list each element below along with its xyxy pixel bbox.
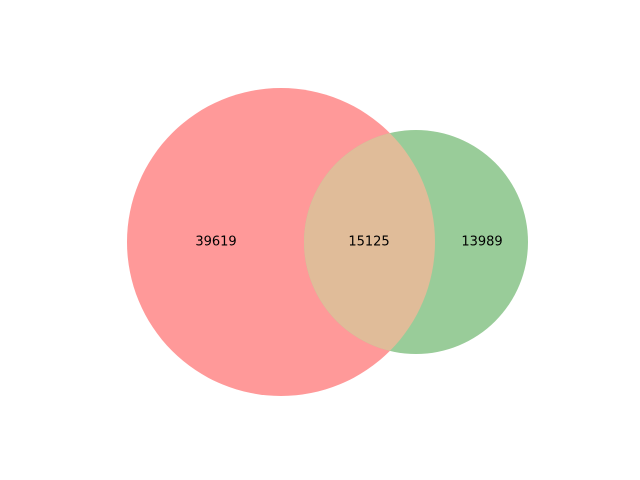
only-b-count: 13989 xyxy=(461,235,502,250)
overlap-region xyxy=(304,130,435,354)
only-a-count: 39619 xyxy=(195,235,236,250)
overlap-count: 15125 xyxy=(348,235,389,250)
